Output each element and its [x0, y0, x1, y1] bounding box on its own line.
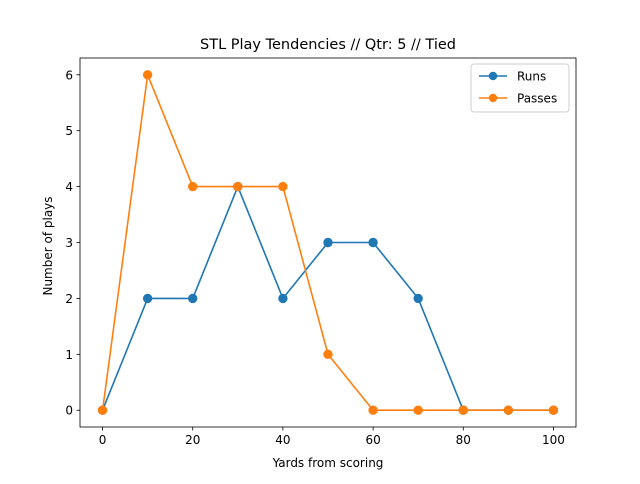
y-tick-label: 5 — [65, 124, 73, 138]
legend-marker-passes — [488, 93, 498, 103]
legend-marker-runs — [488, 71, 498, 81]
series-runs — [97, 181, 559, 415]
x-tick-label: 80 — [456, 433, 471, 447]
series-line-runs — [101, 185, 554, 412]
data-point-passes — [413, 405, 423, 415]
x-tick-label: 40 — [275, 433, 290, 447]
x-axis-label: Yards from scoring — [272, 456, 384, 470]
legend-label-runs: Runs — [517, 70, 546, 84]
legend: Runs Passes — [470, 63, 570, 113]
series-layer — [97, 70, 559, 415]
data-point-passes — [97, 405, 108, 415]
data-point-passes — [323, 349, 333, 360]
data-point-runs — [323, 237, 333, 248]
data-point-passes — [368, 405, 378, 415]
data-point-passes — [458, 405, 468, 415]
data-point-runs — [278, 293, 288, 304]
x-tick-label: 0 — [99, 433, 107, 447]
data-point-runs — [142, 293, 153, 304]
y-tick-label: 6 — [65, 68, 73, 82]
data-point-passes — [233, 181, 243, 192]
y-tick-label: 4 — [65, 180, 73, 194]
data-point-passes — [278, 181, 288, 192]
y-tick-label: 1 — [65, 348, 73, 362]
data-point-runs — [368, 237, 378, 248]
y-tick-label: 2 — [65, 292, 73, 306]
chart-title: STL Play Tendencies // Qtr: 5 // Tied — [200, 37, 456, 53]
x-tick-label: 60 — [365, 433, 380, 447]
axes: 0 20 40 60 80 100 0 1 2 3 4 5 6 — [65, 57, 577, 447]
data-point-runs — [188, 293, 198, 304]
legend-label-passes: Passes — [517, 92, 557, 106]
series-passes — [97, 70, 559, 415]
data-point-runs — [413, 293, 423, 304]
data-point-passes — [548, 405, 559, 415]
x-tick-label: 100 — [542, 433, 565, 447]
data-point-passes — [188, 181, 198, 192]
x-tick-label: 20 — [185, 433, 200, 447]
y-tick-label: 3 — [65, 236, 73, 250]
data-point-passes — [142, 70, 153, 80]
data-point-passes — [503, 405, 514, 415]
y-axis-label: Number of plays — [41, 196, 55, 295]
y-tick-label: 0 — [65, 404, 73, 418]
